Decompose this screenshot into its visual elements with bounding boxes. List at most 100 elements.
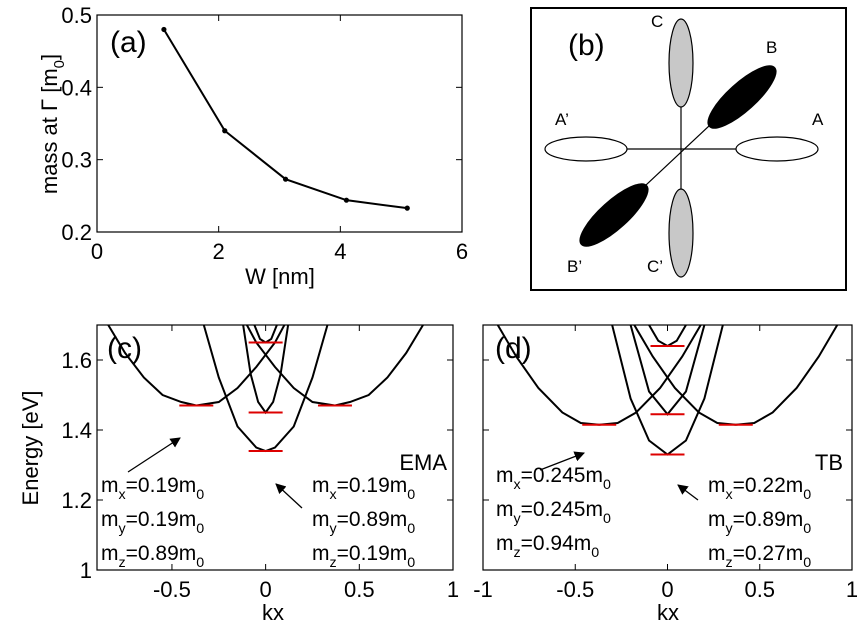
- text-part: m: [101, 474, 119, 497]
- subscript: y: [726, 521, 734, 537]
- model-label: TB: [815, 450, 843, 475]
- subscript: 0: [603, 511, 611, 527]
- subscript: 0: [603, 477, 611, 493]
- subscript: 0: [51, 60, 68, 68]
- panel-label: (d): [495, 332, 532, 365]
- valley-label: C’: [647, 257, 663, 276]
- curve: [611, 325, 724, 456]
- text-part: m: [708, 508, 726, 531]
- y-axis-label: Energy [eV]: [18, 391, 43, 506]
- mass-annotation: my=0.245m0: [496, 498, 611, 527]
- valley-label: B’: [567, 257, 582, 276]
- panel: 0 2 4 6 0.2 0.3 0.4 0.5 (a): [61, 3, 468, 264]
- text-part: m: [708, 542, 726, 565]
- point: [343, 197, 350, 203]
- text-part: m: [101, 542, 119, 565]
- y-tick-label: 0.2: [61, 220, 92, 245]
- x-tick-label: 4: [334, 239, 346, 264]
- subscript: 0: [407, 521, 415, 537]
- x-tick-label: -1: [473, 577, 493, 602]
- subscript: y: [330, 521, 338, 537]
- x-tick-label: 0: [91, 239, 103, 264]
- subscript: 0: [196, 555, 204, 571]
- text-part: m: [496, 532, 514, 555]
- text-part: mass at Γ [m: [37, 68, 62, 194]
- x-tick-label: 0.5: [344, 577, 375, 602]
- y-tick-label: 1.6: [61, 348, 92, 373]
- panel-label: (a): [110, 26, 147, 59]
- text-part: m: [312, 474, 330, 497]
- y-tick-label: 0.4: [61, 75, 92, 100]
- text-part: =0.19m: [337, 542, 408, 565]
- text-part: =0.19m: [126, 508, 197, 531]
- curve: [202, 325, 329, 453]
- mass-annotation: my=0.89m0: [312, 508, 415, 537]
- subscript: z: [330, 555, 337, 571]
- text-part: =0.22m: [733, 474, 804, 497]
- panel-label: (b): [568, 29, 605, 62]
- x-tick-label: 0: [260, 577, 272, 602]
- subscript: z: [119, 555, 126, 571]
- mass-annotation: mz=0.89m0: [101, 542, 204, 571]
- x-tick-label: 0.5: [744, 577, 775, 602]
- text-part: =0.94m: [521, 532, 592, 555]
- x-axis-label: kx: [657, 600, 679, 625]
- subscript: 0: [196, 521, 204, 537]
- y-axis-label: mass at Γ [m0]: [37, 54, 68, 194]
- curve: [246, 325, 424, 407]
- mass-annotation: mx=0.19m0: [312, 474, 415, 503]
- valley-a: [735, 136, 819, 162]
- text-part: m: [708, 474, 726, 497]
- x-tick-label: -0.5: [153, 577, 191, 602]
- point: [404, 205, 410, 211]
- panel: -1 -0.5 0 0.5 1 (d) TB: [473, 324, 857, 602]
- text-part: =0.245m: [521, 464, 603, 487]
- subscript: 0: [196, 487, 204, 503]
- text-part: =0.19m: [126, 474, 197, 497]
- subscript: 0: [803, 555, 811, 571]
- mass-annotation: my=0.89m0: [708, 508, 811, 537]
- arrow: [127, 437, 181, 473]
- mass-annotation: mx=0.22m0: [708, 474, 811, 503]
- panel-b: A A’ B B’ C C’ (b): [530, 7, 847, 291]
- curve: [242, 325, 290, 415]
- subscript: x: [514, 477, 521, 493]
- subscript: 0: [407, 487, 415, 503]
- x-axis-label: W [nm]: [245, 264, 315, 289]
- text-part: m: [312, 542, 330, 565]
- subscript: 0: [591, 545, 599, 561]
- arrow: [275, 483, 303, 509]
- valley-label: A: [812, 110, 824, 129]
- x-tick-label: 6: [456, 239, 468, 264]
- text-part: m: [312, 508, 330, 531]
- text-part: =0.27m: [733, 542, 804, 565]
- x-axis-label: kx: [262, 600, 284, 625]
- y-tick-label: 1.2: [61, 488, 92, 513]
- subscript: 0: [803, 521, 811, 537]
- diagram-frame: [530, 7, 847, 291]
- point: [222, 128, 228, 134]
- y-tick-label: 1: [80, 558, 92, 583]
- subscript: 0: [407, 555, 415, 571]
- text-part: =0.89m: [337, 508, 408, 531]
- text-part: m: [496, 464, 514, 487]
- subscript: y: [514, 511, 522, 527]
- model-label: EMA: [399, 450, 447, 475]
- valley-label: B: [766, 38, 777, 57]
- valley-b: [707, 65, 777, 129]
- mass-annotation: mx=0.19m0: [101, 474, 204, 503]
- point: [282, 176, 289, 182]
- valley-c-prime: [668, 188, 694, 278]
- text-part: =0.89m: [126, 542, 197, 565]
- mass-annotation: my=0.19m0: [101, 508, 204, 537]
- text-part: ]: [37, 54, 62, 60]
- valley-c: [668, 18, 694, 108]
- point: [161, 26, 167, 33]
- text-part: =0.19m: [337, 474, 408, 497]
- valley-a-prime: [544, 136, 628, 162]
- text-part: m: [101, 508, 119, 531]
- panel-label: (c): [107, 332, 142, 365]
- subscript: z: [514, 545, 521, 561]
- x-tick-label: 1: [846, 577, 857, 602]
